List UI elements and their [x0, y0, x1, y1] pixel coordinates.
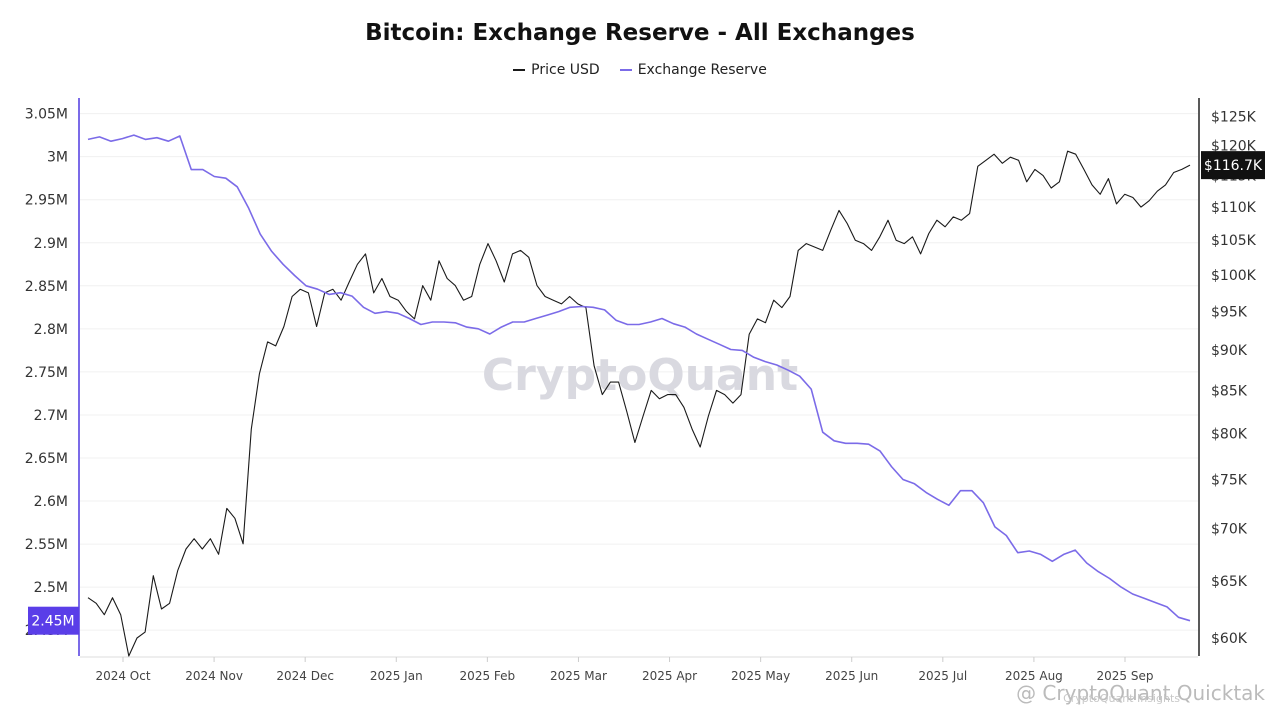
- legend-item-reserve[interactable]: Exchange Reserve: [619, 62, 767, 78]
- current-price-badge: [1201, 151, 1265, 180]
- axes: [78, 98, 1200, 658]
- right-tick-label: $60K: [1211, 631, 1248, 647]
- x-tick-label: 2025 Sep: [1097, 669, 1154, 683]
- x-tick-label: 2025 Mar: [550, 669, 607, 683]
- right-tick-label: $95K: [1211, 304, 1248, 320]
- x-tick-label: 2024 Dec: [276, 669, 334, 683]
- x-tick-label: 2025 Jan: [370, 669, 423, 683]
- right-tick-label: $100K: [1211, 268, 1257, 284]
- x-tick-label: 2025 Jul: [918, 669, 967, 683]
- right-tick-label: $125K: [1211, 109, 1257, 125]
- watermark-corner: @ CryptoQuant Quicktak: [1016, 681, 1265, 705]
- right-tick-label: $75K: [1211, 472, 1248, 488]
- x-tick-label: 2025 May: [731, 669, 790, 683]
- watermark-corner-small: CryptoQuant Insights: [1063, 692, 1180, 705]
- left-tick-label: 2.95M: [25, 193, 68, 209]
- right-tick-label: $105K: [1211, 233, 1257, 249]
- right-axis-ticks: $60K $65K $70K $75K $80K $85K $90K $95K $100K $10…: [1211, 109, 1257, 647]
- right-tick-label: $80K: [1211, 427, 1248, 443]
- left-tick-label: 2.5M: [34, 580, 68, 596]
- right-tick-label: $70K: [1211, 521, 1248, 537]
- right-tick-label: $120K: [1211, 138, 1257, 154]
- current-reserve-badge-text: 2.45M: [31, 614, 74, 630]
- chart-title: Bitcoin: Exchange Reserve - All Exchange…: [365, 20, 915, 46]
- left-tick-label: 2.6M: [34, 494, 68, 510]
- x-tick-label: 2025 Feb: [460, 669, 516, 683]
- series-lines: [87, 134, 1191, 657]
- x-tick-label: 2025 Jun: [825, 669, 878, 683]
- left-tick-label: 2.75M: [25, 365, 68, 381]
- legend: Price USD Exchange Reserve: [0, 62, 1280, 78]
- left-tick-label: 2.55M: [25, 537, 68, 553]
- left-tick-label: 3.05M: [25, 107, 68, 123]
- left-axis-ticks: 2.45M2.5M2.55M2.6M2.65M2.7M2.75M2.8M2.85…: [25, 107, 68, 640]
- left-tick-label: 2.9M: [34, 236, 68, 252]
- price-usd-line: [87, 150, 1191, 657]
- left-tick-label: 2.8M: [34, 322, 68, 338]
- legend-item-price[interactable]: Price USD: [513, 62, 600, 78]
- current-value-badges: 2.45M $116.7K: [28, 151, 1265, 635]
- watermark-center: CryptoQuant: [482, 350, 798, 401]
- right-tick-label: $90K: [1211, 343, 1248, 359]
- current-price-badge-text: $116.7K: [1204, 158, 1263, 174]
- left-tick-label: 2.65M: [25, 451, 68, 467]
- legend-swatch-reserve: [619, 69, 632, 71]
- right-tick-label: $110K: [1211, 200, 1257, 216]
- left-tick-label: 3M: [47, 150, 68, 166]
- left-tick-label: 2.85M: [25, 279, 68, 295]
- x-tick-label: 2024 Oct: [95, 669, 150, 683]
- legend-label-reserve: Exchange Reserve: [637, 62, 767, 78]
- x-axis-ticks: 2024 Oct 2024 Nov 2024 Dec 2025 Jan 2025 Feb…: [95, 657, 1153, 683]
- left-tick-label: 2.7M: [34, 408, 68, 424]
- x-tick-label: 2025 Aug: [1005, 669, 1063, 683]
- x-tick-label: 2024 Nov: [185, 669, 243, 683]
- grid-lines: [80, 113, 1198, 631]
- legend-label-price: Price USD: [531, 62, 600, 78]
- current-reserve-badge: [28, 606, 79, 635]
- x-tick-label: 2025 Apr: [642, 669, 697, 683]
- exchange-reserve-line: [87, 134, 1191, 622]
- legend-swatch-price: [513, 69, 526, 71]
- right-tick-label: $85K: [1211, 383, 1248, 399]
- right-tick-label: $65K: [1211, 574, 1248, 590]
